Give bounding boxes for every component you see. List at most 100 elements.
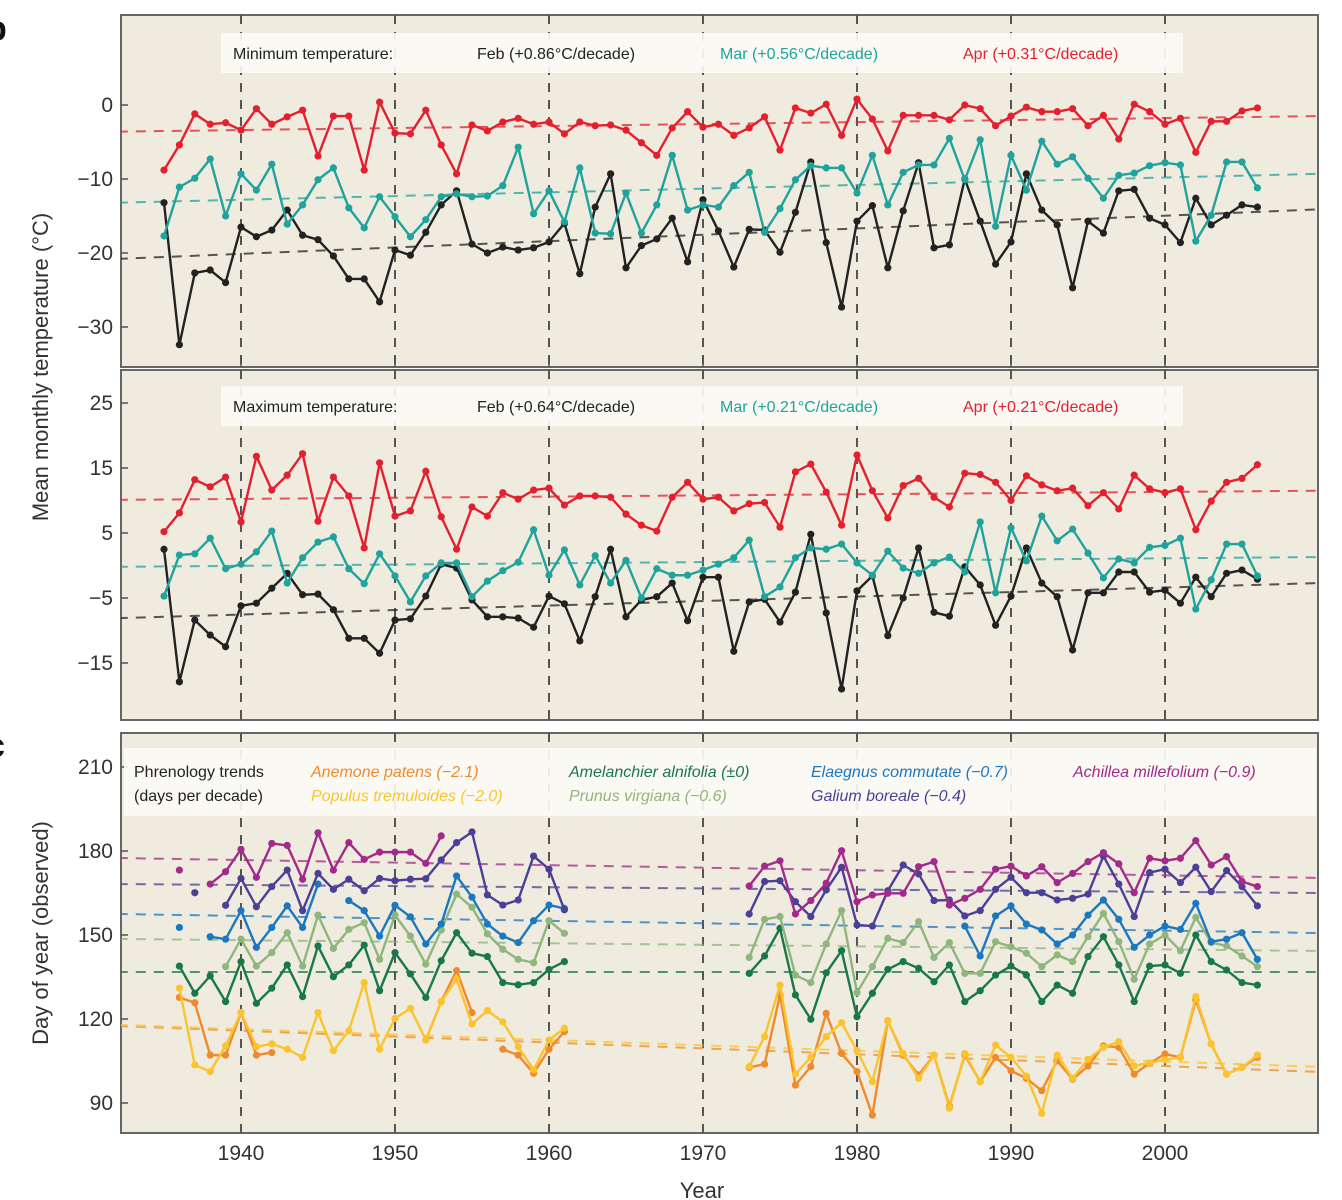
data-point: [838, 1019, 846, 1027]
x-tick-label: 1990: [988, 1142, 1035, 1165]
data-point: [1192, 913, 1200, 921]
data-point: [1146, 214, 1154, 222]
data-point: [945, 938, 954, 947]
data-point: [1253, 955, 1261, 963]
data-point: [1223, 853, 1231, 861]
data-point: [1038, 889, 1046, 897]
data-point: [514, 981, 522, 989]
legend-entry: Prunus virgiana (−0.6): [569, 788, 727, 805]
data-point: [222, 1042, 230, 1050]
data-point: [1253, 963, 1261, 971]
legend-title: (days per decade): [134, 788, 263, 805]
data-point: [853, 451, 861, 459]
data-point: [607, 121, 615, 129]
data-point: [761, 593, 769, 601]
data-point: [1161, 961, 1169, 969]
data-point: [791, 910, 800, 918]
data-point: [483, 930, 491, 938]
data-point: [791, 1070, 800, 1078]
data-point: [761, 1033, 769, 1041]
data-point: [1207, 221, 1215, 229]
data-point: [175, 341, 183, 349]
data-point: [283, 929, 291, 937]
data-point: [684, 206, 692, 214]
data-point: [437, 998, 445, 1006]
data-point: [930, 493, 938, 501]
data-point: [1176, 854, 1184, 862]
data-point: [530, 526, 538, 534]
data-point: [483, 613, 491, 621]
data-point: [468, 903, 476, 911]
data-point: [1053, 951, 1061, 959]
data-point: [1253, 1051, 1261, 1059]
data-point: [299, 1053, 307, 1061]
data-point: [1161, 120, 1169, 128]
data-point: [314, 911, 322, 919]
data-point: [499, 243, 507, 251]
data-point: [376, 98, 384, 106]
data-point: [453, 975, 461, 983]
data-point: [1207, 593, 1215, 601]
data-point: [699, 495, 707, 503]
data-point: [961, 922, 969, 930]
data-point: [376, 298, 384, 306]
data-point: [1223, 478, 1231, 486]
data-point: [1161, 1056, 1169, 1064]
data-point: [468, 240, 476, 248]
data-point: [391, 512, 399, 520]
data-point: [437, 193, 445, 201]
data-point: [468, 949, 476, 957]
data-point: [545, 901, 553, 909]
data-point: [961, 894, 969, 902]
series-line: [163, 452, 1259, 551]
data-point: [868, 115, 877, 123]
data-point: [899, 111, 907, 119]
data-point: [668, 151, 676, 159]
data-point: [376, 459, 384, 467]
phenology-y-axis-label: Day of year (observed): [28, 821, 53, 1045]
data-point: [791, 208, 800, 216]
data-point: [514, 896, 522, 904]
data-point: [1038, 108, 1046, 116]
data-point: [252, 452, 260, 460]
data-point: [222, 998, 230, 1006]
data-point: [1022, 1072, 1030, 1080]
data-point: [868, 1078, 877, 1086]
data-point: [530, 979, 538, 987]
data-point: [961, 101, 969, 109]
data-point: [868, 989, 877, 997]
data-point: [822, 969, 830, 977]
data-point: [1053, 1051, 1061, 1059]
data-point: [514, 1043, 522, 1051]
panel-3: 210 180 150 120 90: [78, 732, 1319, 1134]
data-point: [314, 590, 322, 598]
data-point: [745, 536, 753, 544]
data-point: [576, 637, 584, 645]
data-point: [868, 891, 877, 899]
data-point: [1176, 239, 1184, 247]
data-point: [237, 958, 245, 966]
legend-entry: Feb (+0.64°C/decade): [477, 399, 635, 416]
data-point: [776, 981, 784, 989]
data-point: [1115, 880, 1123, 888]
data-point: [1176, 879, 1184, 887]
data-point: [252, 1043, 260, 1051]
data-point: [992, 865, 1000, 873]
data-point: [822, 1033, 830, 1041]
data-point: [853, 95, 861, 103]
data-point: [1238, 540, 1246, 548]
data-point: [607, 493, 615, 501]
data-point: [376, 1045, 384, 1053]
data-point: [1207, 576, 1215, 584]
data-point: [761, 113, 769, 121]
data-point: [945, 1104, 954, 1112]
data-point: [807, 896, 815, 905]
data-point: [468, 193, 476, 201]
data-point: [160, 199, 168, 207]
data-point: [175, 183, 183, 191]
data-point: [930, 111, 938, 119]
data-point: [838, 303, 846, 311]
data-point: [1007, 496, 1015, 505]
data-point: [1022, 170, 1030, 178]
data-point: [1192, 837, 1200, 845]
